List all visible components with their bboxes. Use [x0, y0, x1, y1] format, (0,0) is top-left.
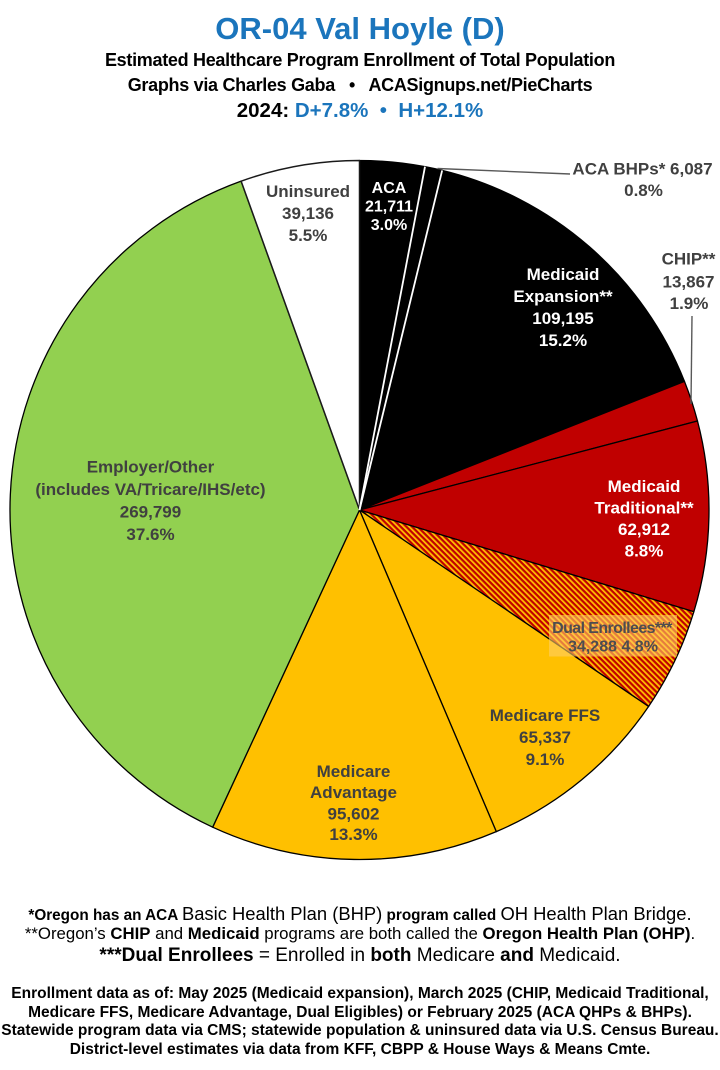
svg-text:Expansion**: Expansion** — [513, 287, 613, 306]
svg-text:5.5%: 5.5% — [289, 226, 328, 245]
svg-text:15.2%: 15.2% — [539, 331, 587, 350]
svg-text:269,799: 269,799 — [120, 503, 181, 522]
svg-text:Medicare: Medicare — [317, 762, 391, 781]
svg-text:62,912: 62,912 — [618, 520, 670, 539]
svg-text:13.3%: 13.3% — [329, 825, 377, 844]
svg-text:39,136: 39,136 — [282, 204, 334, 223]
svg-text:ACA: ACA — [372, 180, 407, 197]
svg-text:3.0%: 3.0% — [371, 217, 407, 234]
svg-text:65,337: 65,337 — [519, 728, 571, 747]
svg-text:8.8%: 8.8% — [625, 541, 664, 560]
svg-text:ACA BHPs* 6,087: ACA BHPs* 6,087 — [572, 160, 712, 179]
svg-text:Traditional**: Traditional** — [594, 499, 694, 518]
svg-text:37.6%: 37.6% — [126, 525, 174, 544]
svg-text:9.1%: 9.1% — [526, 750, 565, 769]
svg-text:Medicare FFS: Medicare FFS — [490, 706, 601, 725]
svg-text:0.8%: 0.8% — [624, 181, 663, 200]
svg-text:21,711: 21,711 — [365, 199, 413, 216]
svg-text:Uninsured: Uninsured — [266, 182, 350, 201]
svg-text:13,867: 13,867 — [663, 273, 715, 292]
svg-text:Advantage: Advantage — [310, 783, 397, 802]
svg-text:95,602: 95,602 — [328, 805, 380, 824]
svg-text:1.9%: 1.9% — [670, 294, 709, 313]
svg-text:CHIP**: CHIP** — [662, 250, 716, 269]
svg-text:Medicaid: Medicaid — [608, 477, 681, 496]
svg-text:109,195: 109,195 — [532, 309, 593, 328]
svg-text:(includes VA/Tricare/IHS/etc): (includes VA/Tricare/IHS/etc) — [35, 480, 265, 499]
svg-text:Employer/Other: Employer/Other — [87, 458, 215, 477]
svg-text:Medicaid: Medicaid — [527, 265, 600, 284]
svg-text:34,288 4.8%: 34,288 4.8% — [568, 639, 658, 656]
svg-text:Dual Enrollees***: Dual Enrollees*** — [552, 620, 673, 637]
